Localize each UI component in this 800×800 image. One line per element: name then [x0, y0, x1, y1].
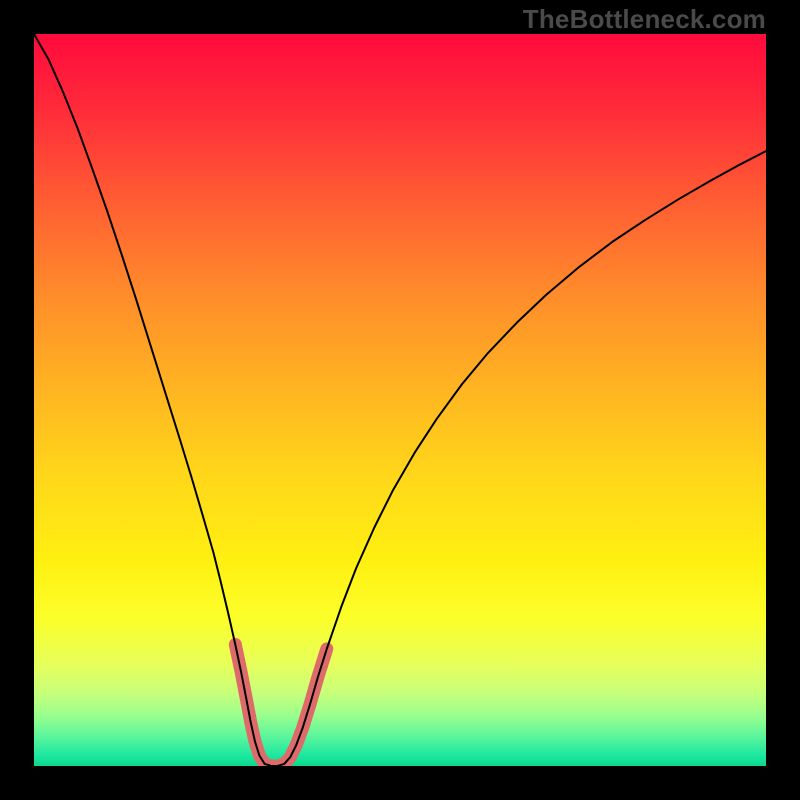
- curve-layer: [34, 34, 766, 766]
- highlight-v-path: [235, 644, 326, 766]
- bottleneck-curve: [34, 34, 766, 766]
- watermark-text: TheBottleneck.com: [523, 4, 766, 35]
- plot-area: [34, 34, 766, 766]
